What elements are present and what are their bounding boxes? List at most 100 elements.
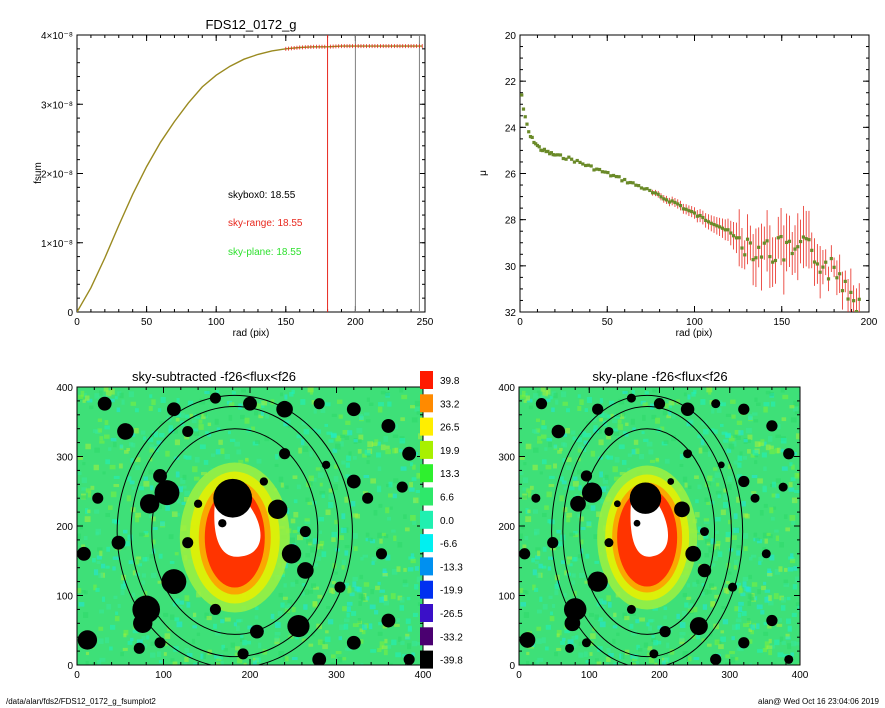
mu-series [520, 93, 861, 312]
image-noise [301, 592, 305, 596]
image-noise [346, 606, 351, 612]
image-noise [657, 625, 663, 630]
image-noise [351, 611, 357, 616]
fsum-ytick-label: 3×10⁻⁸ [41, 100, 73, 111]
image-noise [548, 595, 553, 600]
image-noise [110, 437, 117, 442]
mu-point [829, 256, 833, 261]
image-noise [124, 541, 130, 547]
image-noise [405, 618, 411, 624]
image-noise [148, 406, 153, 411]
masked-source [581, 482, 603, 503]
image-noise [560, 560, 566, 565]
image-noise [321, 551, 327, 558]
image-noise [104, 434, 110, 439]
mu-point [824, 260, 828, 264]
image-noise [522, 590, 527, 594]
image-noise [596, 511, 602, 517]
image-noise [789, 462, 793, 467]
image-noise [304, 520, 311, 524]
image-noise [776, 623, 783, 627]
image-noise [285, 656, 289, 662]
image-noise [748, 415, 753, 420]
image-noise [586, 421, 591, 425]
mu-point [698, 213, 702, 218]
image-noise [110, 491, 117, 498]
image-noise [569, 532, 576, 537]
mu-point [609, 174, 613, 178]
image-noise [341, 513, 346, 520]
image-noise [757, 589, 761, 595]
image-noise [794, 641, 800, 646]
image-noise [108, 447, 112, 451]
mu-point [715, 224, 719, 228]
image-noise [748, 574, 753, 580]
image-noise [749, 556, 753, 561]
image-noise [345, 462, 350, 468]
image-noise [768, 595, 772, 602]
image-noise [689, 603, 694, 607]
image-noise [569, 486, 575, 491]
image-noise [97, 547, 103, 552]
image-noise [138, 532, 145, 537]
mu-xtick-label: 0 [517, 317, 523, 328]
image-noise [352, 456, 357, 460]
mu-point [729, 231, 733, 235]
mu-point [546, 149, 550, 154]
image-noise [703, 520, 710, 524]
colorbar-label: 26.5 [440, 423, 460, 434]
mu-point [740, 246, 744, 250]
image-noise [723, 488, 727, 493]
image-noise [671, 435, 676, 442]
image-noise [768, 649, 773, 656]
image-noise [353, 438, 358, 443]
image-noise [761, 452, 767, 458]
image-noise [123, 629, 129, 636]
masked-source [626, 604, 636, 614]
image-noise [326, 606, 331, 610]
mu-point [539, 148, 543, 152]
image-noise [130, 401, 137, 406]
image-noise [789, 405, 795, 409]
image-noise [701, 583, 705, 587]
image-noise [122, 546, 127, 550]
masked-source [626, 393, 636, 403]
image-noise [179, 605, 183, 610]
image-noise [399, 387, 404, 393]
image-noise [275, 622, 281, 628]
mu-point [561, 156, 565, 161]
image-noise [93, 569, 99, 576]
image-noise [377, 532, 383, 539]
image-noise [758, 556, 764, 562]
fsum-curve-line [77, 45, 423, 312]
image-noise [347, 430, 353, 436]
footer-file-path: /data/alan/fds2/FDS12_0172_g_fsumplot2 [6, 697, 156, 706]
image-noise [80, 495, 87, 499]
masked-source [680, 402, 695, 416]
image-noise [309, 388, 313, 395]
mu-xtick-label: 50 [602, 317, 614, 328]
masked-source [761, 549, 771, 559]
image-noise [135, 516, 140, 523]
image-noise [649, 459, 655, 463]
image-noise [101, 563, 106, 569]
fsum-x-label: rad (pix) [233, 328, 270, 339]
image-noise [201, 471, 207, 476]
image-noise [330, 432, 337, 437]
image-noise [794, 576, 800, 583]
image-noise [374, 610, 379, 615]
image-noise [736, 474, 743, 478]
image-noise [701, 592, 705, 596]
mu-point [620, 179, 624, 183]
masked-source [587, 571, 608, 592]
image-noise [537, 657, 544, 662]
image-noise [319, 540, 325, 546]
image-noise [669, 649, 675, 655]
image-noise [378, 621, 383, 626]
image-noise [416, 472, 423, 479]
image-noise [541, 459, 547, 465]
mu-point [575, 158, 579, 163]
masked-source [117, 423, 134, 440]
image-noise [313, 586, 319, 590]
image-noise [255, 606, 259, 611]
